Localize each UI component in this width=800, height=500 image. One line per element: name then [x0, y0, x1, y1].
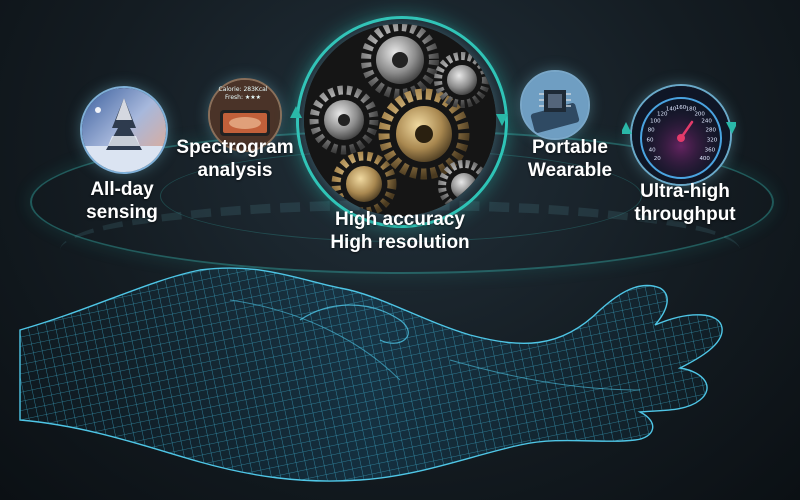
- label-line: analysis: [197, 160, 273, 181]
- speedometer-image: 20 40 60 80 100 120 140 160 180 200 240 280 320 360 40…: [630, 84, 732, 186]
- phone-screen-text: Calorie: 283Kcal Fresh: ★★★: [215, 86, 271, 102]
- label-line: High accuracy: [335, 209, 465, 230]
- label-spectrogram-analysis: Spectrogram analysis: [170, 136, 300, 182]
- speedometer-arrow-icon: [622, 122, 736, 134]
- label-line: All-day: [90, 179, 154, 200]
- snow-tree-icon: [82, 88, 166, 172]
- label-line: Portable: [531, 137, 609, 158]
- label-all-day-sensing: All-day sensing: [72, 178, 172, 224]
- phone-fresh-text: Fresh: ★★★: [224, 94, 262, 101]
- speedometer-tick-label: 180: [686, 107, 697, 113]
- phone-food-icon: [210, 80, 280, 150]
- label-line: sensing: [86, 202, 158, 223]
- chip-icon: [522, 72, 588, 138]
- speedometer-tick-label: 200: [694, 111, 705, 117]
- label-line: Wearable: [527, 160, 613, 181]
- wireframe-hand-icon: [19, 267, 723, 482]
- label-line: Ultra-high: [640, 181, 730, 202]
- speedometer-tick-label: 140: [666, 107, 677, 113]
- gears-frame: [296, 16, 508, 228]
- label-line: throughput: [634, 204, 736, 225]
- label-high-accuracy: High accuracy High resolution: [318, 208, 482, 254]
- rotate-arrows-icon: [290, 106, 508, 126]
- speedometer-tick-label: 320: [707, 138, 718, 144]
- phone-calorie-text: Calorie: 283Kcal: [218, 86, 268, 93]
- speedometer-tick-label: 240: [701, 119, 712, 125]
- phone-food-image: [208, 78, 282, 152]
- label-portable-wearable: Portable Wearable: [510, 136, 630, 182]
- chip-image: [520, 70, 590, 140]
- snow-tree-image: [80, 86, 168, 174]
- speedometer-tick-label: 400: [699, 156, 710, 162]
- speedometer-tick-label: 120: [657, 111, 668, 117]
- speedometer-tick-label: 100: [650, 119, 661, 125]
- speedometer-tick-label: 80: [648, 128, 655, 134]
- speedometer-tick-label: 360: [705, 147, 716, 153]
- gears-image: [304, 24, 496, 216]
- label-line: Spectrogram: [176, 137, 294, 158]
- label-ultra-high-throughput: Ultra-high throughput: [622, 180, 748, 226]
- speedometer-tick-label: 280: [706, 128, 717, 134]
- label-line: High resolution: [330, 232, 470, 253]
- gears-icon: [304, 24, 496, 216]
- speedometer-tick-label: 60: [647, 138, 654, 144]
- speedometer-tick-label: 20: [654, 156, 661, 162]
- speedometer-tick-label: 160: [676, 105, 687, 111]
- speedometer-tick-label: 40: [649, 147, 656, 153]
